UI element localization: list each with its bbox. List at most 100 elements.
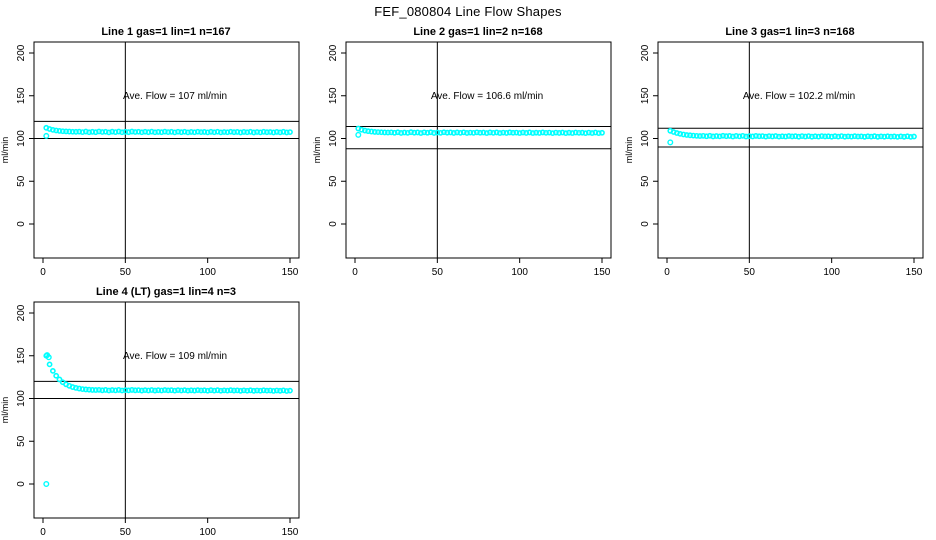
data-point (49, 367, 56, 374)
data-point (132, 129, 139, 135)
data-point (250, 129, 257, 136)
data-point (766, 133, 772, 140)
main-title: FEF_080804 Line Flow Shapes (374, 4, 562, 19)
data-point (858, 133, 865, 140)
data-point (155, 387, 162, 394)
data-point (99, 387, 106, 394)
data-point (270, 387, 277, 394)
x-tick-label: 100 (199, 267, 216, 278)
data-point (260, 387, 267, 394)
y-axis-label: ml/min (0, 137, 10, 164)
data-point (888, 133, 894, 140)
data-point (595, 130, 602, 137)
data-point (178, 129, 185, 136)
panel-title: Line 4 (LT) gas=1 lin=4 n=3 (96, 286, 236, 298)
x-tick-label: 150 (906, 267, 923, 278)
data-point (155, 129, 162, 135)
data-point (264, 387, 270, 394)
outlier-point (667, 139, 674, 146)
data-point (805, 133, 812, 140)
data-point (287, 387, 293, 394)
data-point (99, 129, 106, 135)
data-point (148, 128, 155, 135)
y-tick-label: 150 (640, 87, 651, 104)
data-point (450, 130, 457, 136)
data-point (361, 127, 368, 134)
y-axis-label: ml/min (312, 137, 322, 164)
data-point (240, 129, 247, 135)
y-tick-label: 200 (16, 44, 27, 61)
data-point (818, 133, 825, 140)
data-point (175, 387, 181, 394)
data-point (237, 129, 244, 136)
data-point (378, 129, 385, 136)
y-tick-label: 0 (640, 221, 651, 227)
panel-line-4: Line 4 (LT) gas=1 lin=4 n=3 0 50 100 150 0 50 1… (0, 282, 312, 540)
data-point (129, 387, 135, 393)
data-point (234, 387, 241, 394)
data-point (835, 133, 842, 140)
y-tick-label: 100 (16, 390, 27, 407)
data-point (109, 387, 116, 393)
data-point (799, 133, 805, 140)
data-point (401, 129, 408, 136)
y-tick-label: 50 (16, 435, 27, 447)
x-tick-label: 100 (823, 267, 840, 278)
data-point (878, 133, 884, 140)
data-point (168, 128, 175, 135)
data-point (56, 376, 63, 383)
data-point (201, 387, 208, 394)
data-point (549, 130, 556, 137)
data-point (270, 129, 277, 136)
x-tick-label: 0 (40, 527, 46, 538)
data-point (178, 387, 185, 394)
data-point (772, 133, 779, 139)
data-point (477, 129, 484, 136)
panel-line-4-plot: Line 4 (LT) gas=1 lin=4 n=3 0 50 100 150 0 50 1… (0, 286, 300, 538)
data-point (201, 129, 208, 135)
data-point (569, 130, 576, 136)
data-point (119, 387, 125, 394)
x-tick-label: 150 (282, 527, 299, 538)
data-point (529, 130, 536, 136)
data-point (191, 387, 198, 394)
x-tick-label: 0 (352, 267, 358, 278)
data-point (454, 129, 460, 136)
data-point (231, 387, 237, 394)
panel-line-2: Line 2 gas=1 lin=2 n=168 0 50 100 150 0 50 100 1… (312, 22, 624, 280)
data-point (782, 133, 789, 140)
data-point (552, 129, 559, 136)
data-point (135, 128, 142, 135)
data-point (283, 388, 290, 394)
data-point (53, 372, 60, 379)
data-point (79, 386, 86, 392)
panel-line-3-plot: Line 3 gas=1 lin=3 n=168 0 50 100 150 0 50 100 1… (624, 26, 924, 278)
data-point (260, 128, 267, 135)
data-point (161, 128, 168, 135)
data-point (240, 387, 247, 394)
data-point (733, 133, 740, 139)
data-point (828, 133, 835, 140)
data-point (447, 129, 454, 136)
data-point (576, 129, 582, 136)
outlier-point (355, 131, 362, 138)
data-point (250, 387, 257, 394)
data-point (599, 129, 605, 136)
data-point (483, 130, 490, 136)
data-point (168, 387, 175, 394)
data-point (868, 133, 875, 140)
data-point (375, 129, 381, 135)
data-point (851, 133, 858, 140)
data-point (221, 129, 228, 135)
data-point (247, 128, 254, 135)
data-point (556, 130, 563, 136)
data-point (142, 128, 148, 135)
data-point (832, 133, 838, 140)
data-point (493, 129, 500, 136)
data-point (874, 133, 881, 140)
data-point (480, 129, 487, 136)
data-point (267, 387, 274, 394)
data-point (391, 129, 398, 136)
data-point (536, 130, 543, 136)
data-point (145, 387, 152, 394)
